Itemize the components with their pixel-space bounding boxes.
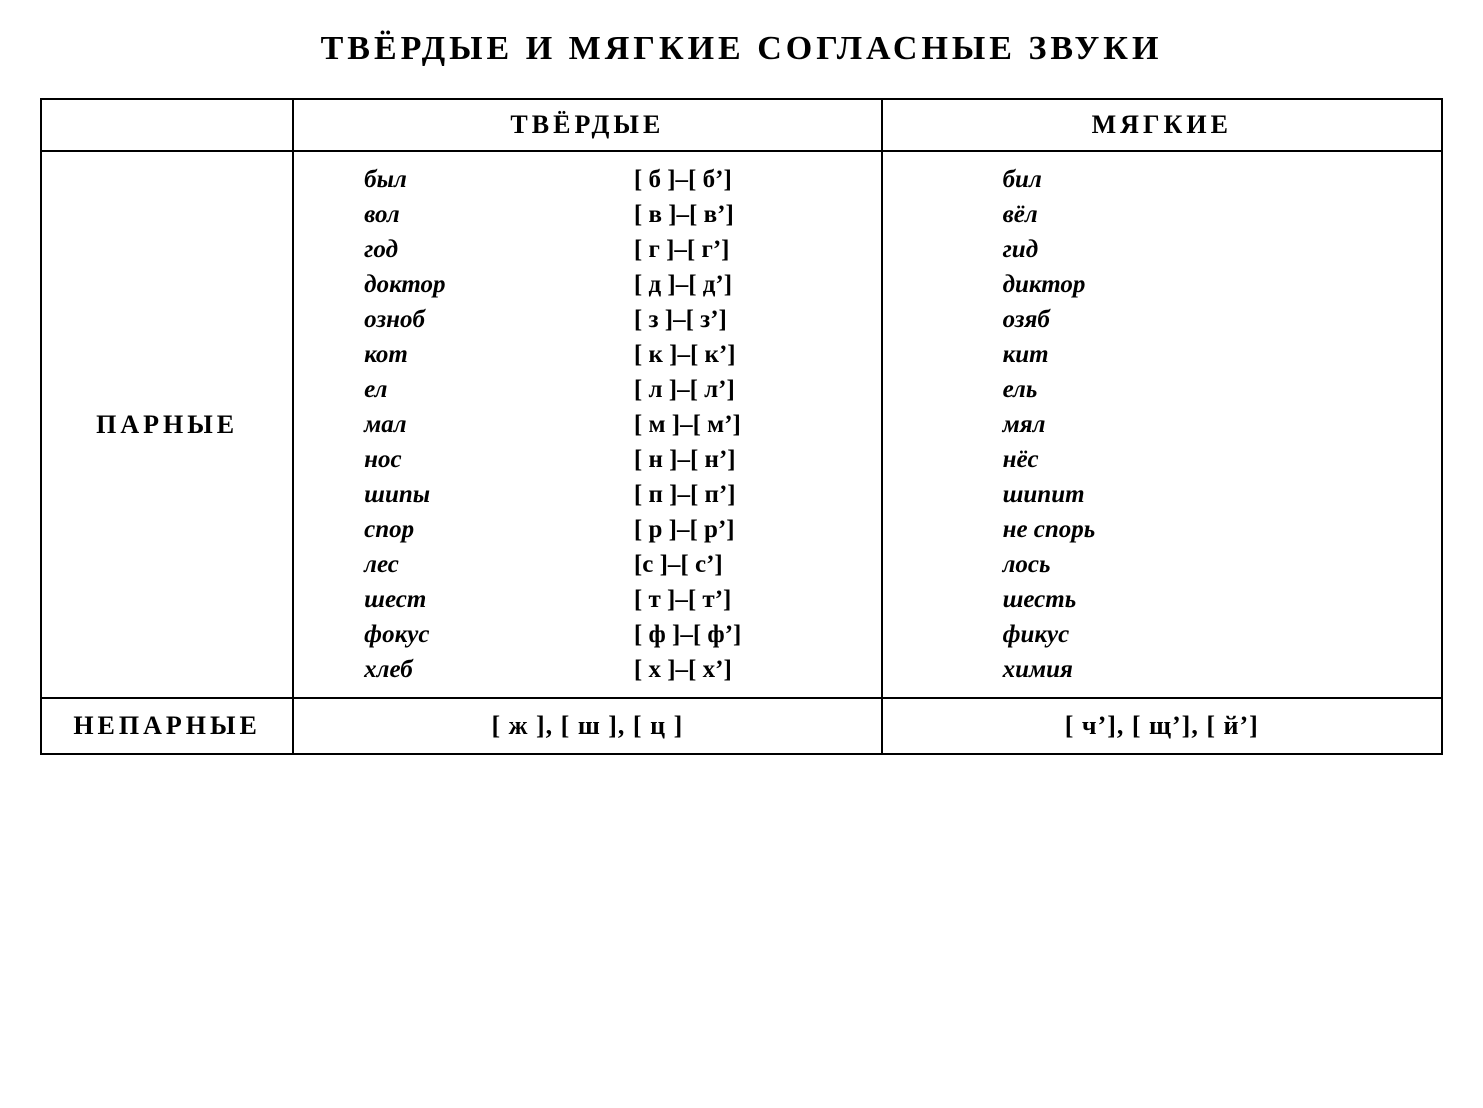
soft-word: шипит [883, 482, 1085, 507]
hard-word: вол [294, 202, 634, 227]
soft-word: озяб [883, 307, 1050, 332]
soft-word: диктор [883, 272, 1086, 297]
hard-word: кот [294, 342, 634, 367]
pair-row: диктор [883, 267, 1441, 302]
pair-row: кот[ к ]–[ к’] [294, 337, 880, 372]
header-blank [41, 99, 293, 151]
paired-label: ПАРНЫЕ [41, 151, 293, 698]
hard-word: лес [294, 552, 634, 577]
soft-word: мял [883, 412, 1046, 437]
pair-row: фикус [883, 617, 1441, 652]
hard-word: ел [294, 377, 634, 402]
soft-word: шесть [883, 587, 1077, 612]
unpaired-row: НЕПАРНЫЕ [ ж ], [ ш ], [ ц ] [ ч’], [ щ’… [41, 698, 1442, 754]
pair-row: ел[ л ]–[ л’] [294, 372, 880, 407]
paired-hard-cell: был[ б ]–[ б’]вол[ в ]–[ в’]год[ г ]–[ г… [293, 151, 881, 698]
pair-row: мал[ м ]–[ м’] [294, 407, 880, 442]
pair-row: шест[ т ]–[ т’] [294, 582, 880, 617]
pair-row: не спорь [883, 512, 1441, 547]
unpaired-label: НЕПАРНЫЕ [41, 698, 293, 754]
pair-row: год[ г ]–[ г’] [294, 232, 880, 267]
hard-word: мал [294, 412, 634, 437]
hard-word: шипы [294, 482, 634, 507]
header-hard: ТВЁРДЫЕ [293, 99, 881, 151]
hard-word: озноб [294, 307, 634, 332]
soft-word: лось [883, 552, 1051, 577]
paired-row: ПАРНЫЕ был[ б ]–[ б’]вол[ в ]–[ в’]год[ … [41, 151, 1442, 698]
pair-row: был[ б ]–[ б’] [294, 162, 880, 197]
header-row: ТВЁРДЫЕ МЯГКИЕ [41, 99, 1442, 151]
pair-row: ель [883, 372, 1441, 407]
unpaired-hard: [ ж ], [ ш ], [ ц ] [293, 698, 881, 754]
pair-row: нос[ н ]–[ н’] [294, 442, 880, 477]
hard-word: нос [294, 447, 634, 472]
pair-row: вёл [883, 197, 1441, 232]
soft-word: бил [883, 167, 1042, 192]
page-title: ТВЁРДЫЕ И МЯГКИЕ СОГЛАСНЫЕ ЗВУКИ [40, 30, 1443, 68]
pair-row: лес[с ]–[ с’] [294, 547, 880, 582]
hard-word: год [294, 237, 634, 262]
soft-word: нёс [883, 447, 1039, 472]
pair-row: шесть [883, 582, 1441, 617]
hard-word: доктор [294, 272, 634, 297]
pair-row: озноб[ з ]–[ з’] [294, 302, 880, 337]
soft-word: вёл [883, 202, 1038, 227]
pair-row: доктор[ д ]–[ д’] [294, 267, 880, 302]
hard-word: спор [294, 517, 634, 542]
pair-row: спор[ р ]–[ р’] [294, 512, 880, 547]
pair-row: фокус[ ф ]–[ ф’] [294, 617, 880, 652]
soft-word: гид [883, 237, 1039, 262]
header-soft: МЯГКИЕ [882, 99, 1442, 151]
soft-word: фикус [883, 622, 1070, 647]
soft-word: не спорь [883, 517, 1096, 542]
paired-soft-cell: бил вёл гид диктор озяб кит ель мял нёс шипит не с… [882, 151, 1442, 698]
pair-row: вол[ в ]–[ в’] [294, 197, 880, 232]
consonants-table: ТВЁРДЫЕ МЯГКИЕ ПАРНЫЕ был[ б ]–[ б’]вол[… [40, 98, 1443, 755]
pair-row: бил [883, 162, 1441, 197]
pair-row: хлеб[ х ]–[ х’] [294, 652, 880, 687]
pair-row: нёс [883, 442, 1441, 477]
hard-word: шест [294, 587, 634, 612]
pair-row: химия [883, 652, 1441, 687]
pair-row: кит [883, 337, 1441, 372]
pair-row: лось [883, 547, 1441, 582]
hard-word: был [294, 167, 634, 192]
unpaired-soft: [ ч’], [ щ’], [ й’] [882, 698, 1442, 754]
pair-row: шипы[ п ]–[ п’] [294, 477, 880, 512]
soft-word: химия [883, 657, 1073, 682]
soft-word: кит [883, 342, 1049, 367]
pair-row: гид [883, 232, 1441, 267]
soft-word: ель [883, 377, 1038, 402]
pair-row: озяб [883, 302, 1441, 337]
hard-word: хлеб [294, 657, 634, 682]
pair-row: мял [883, 407, 1441, 442]
hard-word: фокус [294, 622, 634, 647]
pair-row: шипит [883, 477, 1441, 512]
